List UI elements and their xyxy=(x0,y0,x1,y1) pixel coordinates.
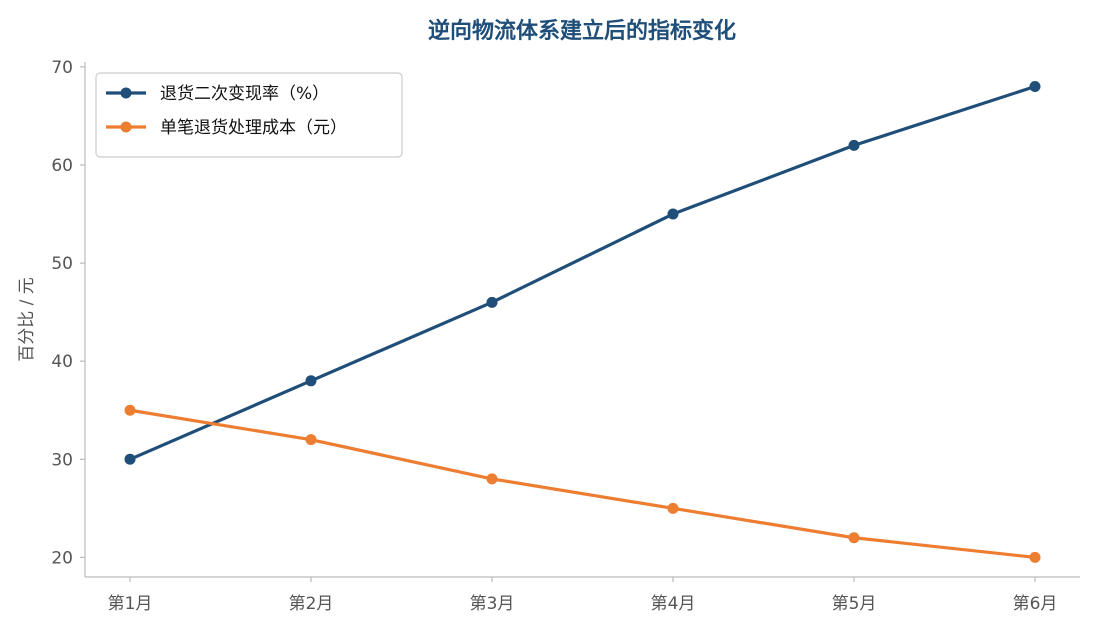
x-tick-label: 第5月 xyxy=(832,594,877,614)
y-tick-label: 70 xyxy=(51,58,73,78)
series-layer xyxy=(124,81,1041,563)
data-point xyxy=(486,296,498,308)
y-tick-label: 50 xyxy=(51,254,73,274)
legend-label: 退货二次变现率（%） xyxy=(160,84,329,104)
series-line xyxy=(129,85,1036,461)
series-1 xyxy=(124,81,1041,465)
legend-label: 单笔退货处理成本（元） xyxy=(160,118,347,138)
data-point xyxy=(1029,81,1041,93)
y-tick-label: 30 xyxy=(51,450,73,470)
legend-swatch-marker xyxy=(120,121,132,133)
y-tick-label: 60 xyxy=(51,156,73,176)
data-point xyxy=(848,139,860,151)
legend-box xyxy=(95,72,403,158)
data-point xyxy=(124,453,136,465)
x-axis-ticks: 第1月 第2月 第3月 第4月 第5月 第6月 xyxy=(108,577,1058,614)
y-axis-ticks: 20 30 40 50 60 70 xyxy=(51,58,85,568)
y-tick-label: 20 xyxy=(51,548,73,568)
x-tick-label: 第1月 xyxy=(108,594,153,614)
chart-title: 逆向物流体系建立后的指标变化 xyxy=(428,18,736,44)
y-tick-label: 40 xyxy=(51,352,73,372)
data-point xyxy=(305,434,317,446)
data-point xyxy=(486,473,498,485)
x-tick-label: 第2月 xyxy=(289,594,334,614)
legend: 退货二次变现率（%） 单笔退货处理成本（元） xyxy=(95,72,403,158)
data-point xyxy=(1029,551,1041,563)
series-2 xyxy=(124,404,1041,563)
data-point xyxy=(305,375,317,387)
x-tick-label: 第4月 xyxy=(651,594,696,614)
data-point xyxy=(667,502,679,514)
x-tick-label: 第6月 xyxy=(1013,594,1058,614)
y-axis-label: 百分比 / 元 xyxy=(17,277,37,362)
data-point xyxy=(124,404,136,416)
data-point xyxy=(848,532,860,544)
series-line xyxy=(129,408,1036,559)
legend-swatch-marker xyxy=(120,87,132,99)
data-point xyxy=(667,208,679,220)
x-tick-label: 第3月 xyxy=(470,594,515,614)
